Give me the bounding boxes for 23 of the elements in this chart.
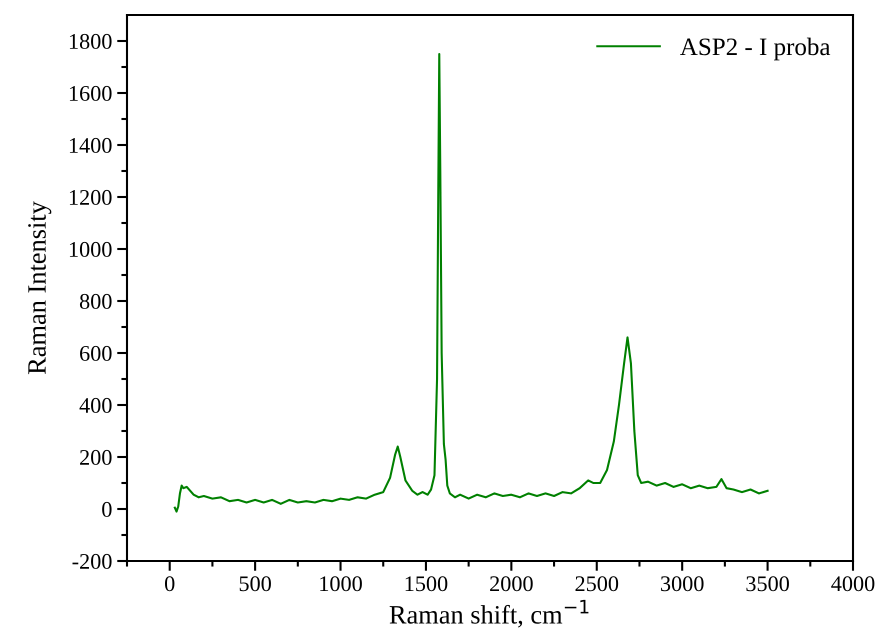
x-tick-label: 0 [165,576,174,592]
x-tick-label: 4000 [831,576,874,592]
x-tick-label: 3500 [746,576,789,592]
x-tick-label: 3000 [661,576,704,592]
x-tick-label: 1500 [406,576,448,592]
y-tick-label: 1200 [70,190,112,205]
legend-label: ASP2 - I proba [680,38,830,60]
x-tick-label: 1000 [320,576,362,592]
y-tick-label: 1600 [70,86,112,101]
x-axis-title: Raman shift, cm$^{−1}$ [390,600,588,628]
y-tick-label: 400 [80,398,112,413]
x-tick-label: 500 [240,576,271,592]
y-tick-label: -200 [72,554,112,569]
y-tick-label: 800 [80,294,112,309]
x-tick-label: 2500 [576,576,618,592]
y-tick-label: 1000 [70,242,112,257]
y-tick-label: 200 [80,450,112,465]
y-tick-label: 1800 [70,34,112,49]
y-tick-label: 1400 [70,138,112,153]
x-tick-label: 2000 [490,576,533,592]
y-tick-label: 0 [102,502,112,517]
y-tick-label: 600 [80,346,112,361]
y-axis-title: Raman Intensity [28,201,52,374]
